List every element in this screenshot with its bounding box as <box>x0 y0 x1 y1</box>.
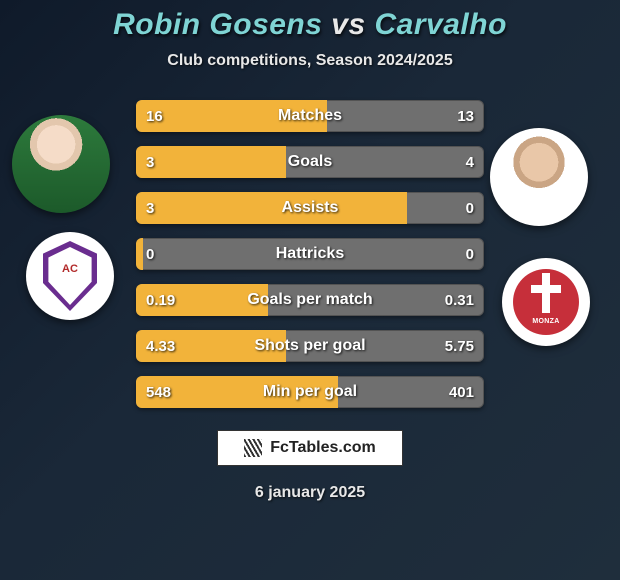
brand-text: FcTables.com <box>270 439 376 457</box>
club-right-cross-v <box>542 273 550 313</box>
club-right-label: MONZA <box>532 318 559 325</box>
stat-row: 30Assists <box>136 192 484 224</box>
stat-value-right: 4 <box>466 146 474 178</box>
stat-value-left: 0 <box>146 238 154 270</box>
stat-fill <box>136 376 338 408</box>
footer-date: 6 january 2025 <box>255 484 365 502</box>
stat-fill <box>136 146 286 178</box>
comparison-card: Robin Gosens vs Carvalho Club competitio… <box>0 0 620 580</box>
club-badge-right: MONZA <box>502 258 590 346</box>
stat-value-right: 13 <box>457 100 474 132</box>
stat-fill <box>136 284 268 316</box>
stat-fill <box>136 238 143 270</box>
player-avatar-right <box>490 128 588 226</box>
stat-bars: 1613Matches34Goals30Assists00Hattricks0.… <box>136 100 484 408</box>
stat-fill <box>136 330 286 362</box>
club-badge-left-shield: AC <box>40 241 100 311</box>
stat-fill <box>136 192 407 224</box>
club-badge-right-disc: MONZA <box>513 269 579 335</box>
club-left-initials: AC <box>40 263 100 275</box>
stat-row: 548401Min per goal <box>136 376 484 408</box>
stat-value-right: 401 <box>449 376 474 408</box>
brand-icon <box>244 439 262 457</box>
stat-row: 4.335.75Shots per goal <box>136 330 484 362</box>
club-badge-left: AC <box>26 232 114 320</box>
stat-row: 0.190.31Goals per match <box>136 284 484 316</box>
stat-fill <box>136 100 327 132</box>
stat-value-right: 0 <box>466 238 474 270</box>
stat-row: 34Goals <box>136 146 484 178</box>
club-right-cross-h <box>531 285 561 293</box>
stat-label: Hattricks <box>136 238 484 270</box>
title-vs: vs <box>331 8 365 41</box>
page-title: Robin Gosens vs Carvalho <box>113 8 507 42</box>
stat-row: 1613Matches <box>136 100 484 132</box>
title-player2: Carvalho <box>375 8 507 41</box>
stat-value-right: 5.75 <box>445 330 474 362</box>
stat-row: 0 0Hattricks <box>136 238 484 270</box>
player-avatar-left <box>12 115 110 213</box>
stat-value-right: 0.31 <box>445 284 474 316</box>
title-player1: Robin Gosens <box>113 8 322 41</box>
subtitle: Club competitions, Season 2024/2025 <box>167 52 452 70</box>
brand-badge: FcTables.com <box>217 430 403 466</box>
stat-value-right: 0 <box>466 192 474 224</box>
